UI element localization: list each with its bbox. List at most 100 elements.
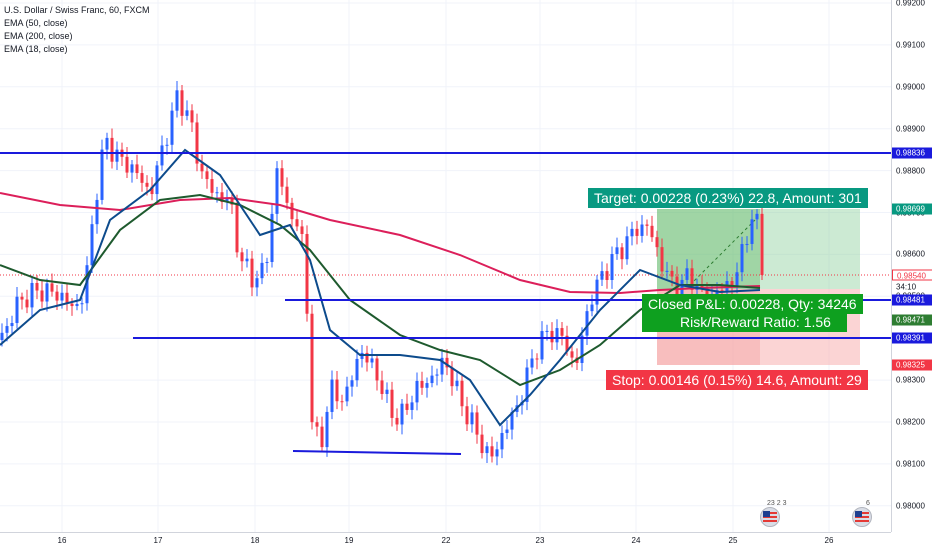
candle-body bbox=[590, 304, 594, 312]
ema200-line[interactable] bbox=[0, 192, 761, 295]
candle-body bbox=[245, 258, 249, 262]
time-tick-label: 16 bbox=[57, 536, 67, 545]
candle-body bbox=[545, 330, 549, 332]
candle-body bbox=[600, 271, 604, 280]
candle-body bbox=[690, 268, 694, 290]
ema50-line[interactable] bbox=[0, 148, 761, 427]
candle-body bbox=[235, 204, 239, 253]
candle-body bbox=[165, 144, 169, 146]
time-tick-label: 22 bbox=[441, 536, 451, 545]
us-flag-event-icon-2[interactable] bbox=[852, 507, 872, 527]
candle-body bbox=[195, 122, 199, 164]
candle-body bbox=[740, 244, 744, 273]
candle-body bbox=[65, 292, 69, 304]
candle-body bbox=[615, 247, 619, 254]
price-tick-label: 0.98900 bbox=[896, 124, 925, 134]
candle-body bbox=[475, 412, 479, 435]
candle-body bbox=[530, 358, 534, 368]
candle-body bbox=[500, 432, 504, 450]
candle-body bbox=[325, 411, 329, 448]
candle-body bbox=[5, 326, 9, 333]
candle-body bbox=[680, 279, 684, 300]
candle-body bbox=[10, 323, 14, 327]
candle-body bbox=[220, 192, 224, 203]
bottom-trendline[interactable] bbox=[292, 450, 462, 455]
candle-body bbox=[430, 375, 434, 384]
price-chart[interactable] bbox=[0, 0, 891, 532]
candle-body bbox=[75, 303, 79, 307]
candle-body bbox=[170, 110, 174, 145]
candle-body bbox=[345, 386, 349, 402]
candle-body bbox=[450, 367, 454, 387]
candle-body bbox=[205, 171, 209, 180]
candle-body bbox=[570, 351, 574, 358]
candle-body bbox=[60, 292, 64, 301]
stop-label: Stop: 0.00146 (0.15%) 14.6, Amount: 29 bbox=[606, 370, 868, 390]
candle-body bbox=[745, 243, 749, 245]
candle-body bbox=[605, 271, 609, 281]
candle-body bbox=[130, 164, 134, 173]
candle-body bbox=[30, 282, 34, 308]
time-scale[interactable]: 16 17 18 19 22 23 24 25 26 bbox=[0, 532, 891, 551]
symbol-title[interactable]: U.S. Dollar / Swiss Franc, 60, FXCM bbox=[4, 5, 150, 15]
price-tick-label: 0.99200 bbox=[896, 0, 925, 8]
candle-body bbox=[585, 311, 589, 336]
candle-body bbox=[365, 352, 369, 363]
price-scale[interactable]: 0.992000.991000.990000.989000.988000.987… bbox=[891, 0, 932, 532]
candle-body bbox=[55, 291, 59, 301]
candle-body bbox=[270, 213, 274, 262]
ema18-legend[interactable]: EMA (18, close) bbox=[4, 44, 68, 54]
candle-body bbox=[250, 258, 254, 288]
candle-body bbox=[440, 357, 444, 375]
time-tick-label: 26 bbox=[824, 536, 834, 545]
candle-body bbox=[95, 199, 99, 225]
candle-body bbox=[160, 145, 164, 166]
candle-body bbox=[660, 247, 664, 272]
candle-body bbox=[330, 379, 334, 412]
candle-body bbox=[200, 163, 204, 172]
candle-body bbox=[470, 412, 474, 425]
candle-body bbox=[420, 380, 424, 388]
candle-body bbox=[370, 358, 374, 363]
chart-legend[interactable]: U.S. Dollar / Swiss Franc, 60, FXCM EMA … bbox=[4, 4, 150, 56]
resistance-price-label: 0.98836 bbox=[892, 147, 932, 159]
candle-body bbox=[380, 380, 384, 394]
candle-body bbox=[490, 446, 494, 457]
candle-body bbox=[540, 331, 544, 360]
target-label: Target: 0.00228 (0.23%) 22.8, Amount: 30… bbox=[588, 188, 868, 208]
candle-body bbox=[760, 213, 764, 275]
ema50-legend[interactable]: EMA (50, close) bbox=[4, 18, 68, 28]
us-flag-event-icon[interactable] bbox=[760, 507, 780, 527]
candle-body bbox=[290, 202, 294, 220]
candle-body bbox=[455, 380, 459, 387]
candle-body bbox=[80, 303, 84, 305]
candle-body bbox=[495, 449, 499, 457]
chart-area[interactable]: U.S. Dollar / Swiss Franc, 60, FXCM EMA … bbox=[0, 0, 891, 532]
candle-body bbox=[0, 332, 4, 340]
event-count-2: 6 bbox=[866, 500, 870, 507]
candle-body bbox=[300, 226, 304, 234]
price-tick-label: 0.99100 bbox=[896, 40, 925, 50]
candle-body bbox=[670, 270, 674, 277]
candle-body bbox=[650, 225, 654, 238]
price-tick-label: 0.98200 bbox=[896, 417, 925, 427]
price-tick-label: 0.98000 bbox=[896, 501, 925, 511]
candle-body bbox=[565, 335, 569, 352]
candle-body bbox=[630, 228, 634, 237]
candle-body bbox=[175, 90, 179, 111]
candle-body bbox=[90, 224, 94, 266]
ema18-line[interactable] bbox=[0, 193, 761, 387]
candle-body bbox=[340, 401, 344, 403]
candle-body bbox=[15, 296, 19, 324]
ema18-price-label: 0.98471 bbox=[892, 314, 932, 326]
candle-body bbox=[125, 156, 129, 173]
candle-body bbox=[20, 296, 24, 300]
candle-body bbox=[155, 165, 159, 195]
time-tick-label: 23 bbox=[535, 536, 545, 545]
price-tick-label: 0.99000 bbox=[896, 82, 925, 92]
candle-body bbox=[135, 164, 139, 174]
candle-body bbox=[480, 434, 484, 454]
ema200-legend[interactable]: EMA (200, close) bbox=[4, 31, 73, 41]
candle-body bbox=[335, 379, 339, 402]
candle-body bbox=[735, 272, 739, 288]
